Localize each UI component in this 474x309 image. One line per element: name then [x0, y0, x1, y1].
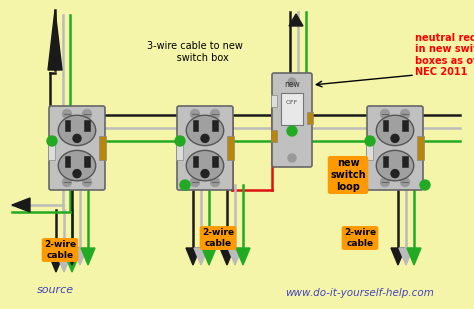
- Bar: [212, 156, 218, 167]
- FancyBboxPatch shape: [272, 73, 312, 167]
- Bar: [383, 156, 388, 167]
- Circle shape: [420, 180, 430, 190]
- Bar: [417, 136, 424, 160]
- Circle shape: [381, 177, 390, 187]
- Polygon shape: [65, 248, 79, 265]
- Polygon shape: [186, 248, 200, 265]
- Bar: [307, 112, 313, 124]
- Polygon shape: [48, 10, 62, 70]
- Text: source: source: [36, 285, 73, 295]
- Bar: [84, 121, 90, 131]
- Circle shape: [73, 134, 81, 142]
- Bar: [176, 136, 183, 160]
- Polygon shape: [49, 255, 63, 272]
- Text: OFF: OFF: [286, 100, 298, 105]
- Circle shape: [210, 177, 219, 187]
- Polygon shape: [391, 248, 405, 265]
- Bar: [227, 136, 234, 160]
- Polygon shape: [194, 248, 208, 265]
- Circle shape: [201, 170, 209, 178]
- Circle shape: [210, 109, 219, 118]
- Polygon shape: [65, 255, 79, 272]
- Bar: [212, 121, 218, 131]
- Text: 3-wire cable to new
     switch box: 3-wire cable to new switch box: [147, 41, 243, 63]
- Polygon shape: [236, 248, 250, 265]
- FancyBboxPatch shape: [49, 106, 105, 190]
- Circle shape: [82, 109, 91, 118]
- Text: 2-wire
cable: 2-wire cable: [344, 228, 376, 248]
- Circle shape: [365, 136, 375, 146]
- Bar: [402, 121, 408, 131]
- Bar: [271, 95, 277, 107]
- Text: 2-wire
cable: 2-wire cable: [202, 228, 234, 248]
- Ellipse shape: [186, 150, 224, 181]
- Polygon shape: [407, 248, 421, 265]
- Circle shape: [63, 177, 72, 187]
- Bar: [99, 136, 106, 160]
- Bar: [84, 156, 90, 167]
- Polygon shape: [228, 248, 242, 265]
- Text: www.do-it-yourself-help.com: www.do-it-yourself-help.com: [285, 288, 435, 298]
- Circle shape: [287, 126, 297, 136]
- Polygon shape: [202, 248, 216, 265]
- Circle shape: [401, 177, 410, 187]
- Bar: [193, 156, 198, 167]
- Circle shape: [381, 109, 390, 118]
- Circle shape: [391, 170, 399, 178]
- Ellipse shape: [58, 115, 96, 146]
- Text: neutral require
in new switch
boxes as of
NEC 2011: neutral require in new switch boxes as o…: [415, 33, 474, 77]
- Bar: [193, 121, 198, 131]
- Circle shape: [175, 136, 185, 146]
- Ellipse shape: [58, 150, 96, 181]
- Bar: [48, 136, 55, 160]
- Circle shape: [191, 177, 200, 187]
- Polygon shape: [73, 248, 87, 265]
- Bar: [271, 130, 277, 142]
- Ellipse shape: [186, 115, 224, 146]
- Bar: [65, 121, 70, 131]
- Ellipse shape: [376, 115, 414, 146]
- Circle shape: [63, 109, 72, 118]
- Bar: [281, 93, 303, 125]
- Polygon shape: [12, 198, 30, 212]
- Circle shape: [401, 109, 410, 118]
- Polygon shape: [399, 248, 413, 265]
- Bar: [65, 156, 70, 167]
- Circle shape: [288, 154, 296, 162]
- Circle shape: [47, 136, 57, 146]
- Bar: [383, 121, 388, 131]
- Bar: [402, 156, 408, 167]
- Circle shape: [391, 134, 399, 142]
- Circle shape: [82, 177, 91, 187]
- Circle shape: [73, 170, 81, 178]
- Circle shape: [180, 180, 190, 190]
- Bar: [366, 136, 373, 160]
- Circle shape: [201, 134, 209, 142]
- Polygon shape: [220, 248, 234, 265]
- Text: new
switch
loop: new switch loop: [330, 159, 366, 192]
- Text: new: new: [284, 80, 300, 89]
- FancyBboxPatch shape: [177, 106, 233, 190]
- Polygon shape: [81, 248, 95, 265]
- Circle shape: [191, 109, 200, 118]
- Polygon shape: [289, 14, 303, 26]
- FancyBboxPatch shape: [367, 106, 423, 190]
- Circle shape: [288, 78, 296, 86]
- Polygon shape: [57, 255, 71, 272]
- Text: 2-wire
cable: 2-wire cable: [44, 240, 76, 260]
- Ellipse shape: [376, 150, 414, 181]
